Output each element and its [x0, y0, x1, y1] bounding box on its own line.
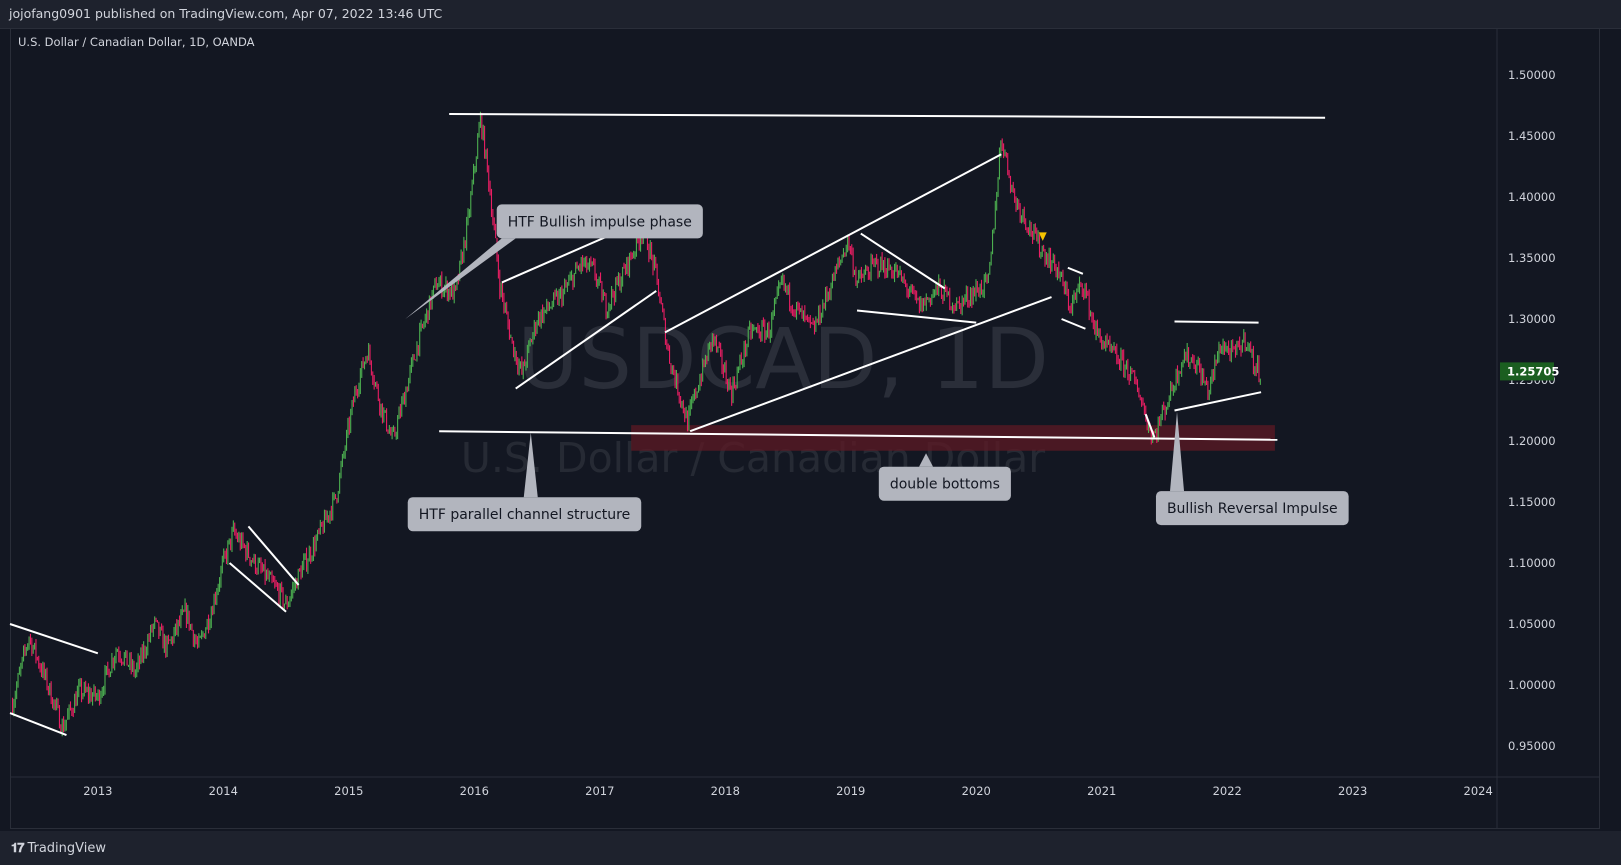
x-tick-label: 2023 [1338, 784, 1367, 798]
symbol-title: U.S. Dollar / Canadian Dollar, 1D, OANDA [18, 35, 255, 49]
last-price-label: 1.25705 [1507, 364, 1559, 378]
trend-line [247, 525, 300, 586]
trend-line [439, 430, 1278, 441]
callout-box [1155, 491, 1349, 526]
candles [11, 111, 1261, 737]
trend-line [449, 113, 1326, 119]
callout-text: HTF parallel channel structure [419, 507, 631, 523]
trend-line [856, 309, 977, 324]
callout: Bullish Reversal Impulse [1155, 491, 1349, 526]
callout-pointer [919, 453, 934, 467]
x-tick-label: 2019 [836, 784, 865, 798]
callout-box [407, 497, 642, 532]
trend-line [1174, 391, 1262, 412]
y-tick-label: 0.95000 [1508, 739, 1556, 753]
callout-pointer [1170, 411, 1185, 492]
y-tick-label: 1.20000 [1508, 434, 1556, 448]
y-tick-label: 1.50000 [1508, 68, 1556, 82]
trend-line [1144, 413, 1156, 438]
callout-text: double bottoms [890, 477, 1000, 493]
x-tick-label: 2015 [334, 784, 363, 798]
tradingview-logo-icon: 𝟏𝟕 [11, 841, 25, 856]
watermark-symbol: USDCAD, 1D [517, 310, 1049, 408]
tradingview-brand[interactable]: 𝟏𝟕 TradingView [11, 841, 106, 856]
callout-pointer [405, 238, 516, 319]
y-tick-label: 1.40000 [1508, 190, 1556, 204]
trend-line [9, 712, 67, 736]
y-tick-label: 1.35000 [1508, 251, 1556, 265]
x-tick-label: 2014 [209, 784, 238, 798]
callout-pointer [523, 432, 538, 498]
x-tick-label: 2021 [1087, 784, 1116, 798]
trend-line [515, 290, 657, 390]
x-tick-label: 2018 [711, 784, 740, 798]
brand-label: TradingView [27, 841, 107, 856]
chart-frame [10, 28, 1600, 829]
y-tick-label: 1.30000 [1508, 312, 1556, 326]
chart-canvas[interactable]: USDCAD, 1DU.S. Dollar / Canadian DollarH… [0, 0, 1621, 831]
trend-line [228, 562, 287, 613]
trend-line [1174, 320, 1259, 324]
y-tick-label: 1.10000 [1508, 556, 1556, 570]
callout-text: Bullish Reversal Impulse [1167, 501, 1338, 517]
x-tick-label: 2024 [1464, 784, 1493, 798]
trend-line [9, 623, 99, 655]
callout: HTF Bullish impulse phase [496, 204, 703, 239]
footer-bar [0, 831, 1621, 865]
callout-box [878, 466, 1011, 501]
callout-box [496, 204, 703, 239]
y-tick-label: 1.00000 [1508, 678, 1556, 692]
x-tick-label: 2013 [83, 784, 112, 798]
y-tick-label: 1.15000 [1508, 495, 1556, 509]
x-tick-label: 2016 [460, 784, 489, 798]
callout-text: HTF Bullish impulse phase [508, 214, 692, 230]
trend-line [1061, 318, 1086, 330]
trend-line [664, 153, 1002, 334]
trend-line [689, 296, 1052, 433]
trend-line [860, 232, 946, 290]
x-tick-label: 2022 [1213, 784, 1242, 798]
trend-line [1067, 266, 1084, 275]
last-price-badge [1500, 362, 1554, 381]
x-tick-label: 2020 [962, 784, 991, 798]
callout: HTF parallel channel structure [407, 497, 642, 532]
event-marker-icon [1038, 232, 1047, 241]
y-tick-label: 1.45000 [1508, 129, 1556, 143]
x-tick-label: 2017 [585, 784, 614, 798]
callout: double bottoms [878, 466, 1011, 501]
publish-line: jojofang0901 published on TradingView.co… [9, 6, 443, 21]
y-tick-label: 1.05000 [1508, 617, 1556, 631]
